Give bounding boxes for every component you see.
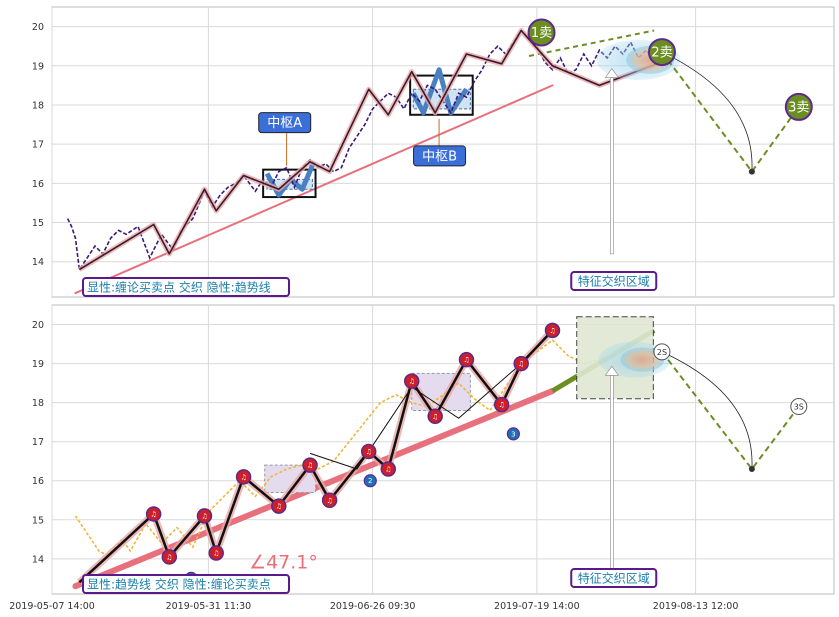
y-tick-label: 19 — [32, 359, 44, 370]
y-tick-label: 14 — [32, 257, 44, 268]
sell-point-marker — [653, 343, 671, 361]
zhongshu-b-stroke — [411, 67, 469, 116]
feature-region-core — [620, 347, 665, 372]
signal-marker — [235, 469, 252, 485]
legend-note-box — [82, 277, 290, 297]
zhongshu-label: 中枢A — [267, 116, 302, 131]
signal-marker-glyph: ♫ — [326, 497, 332, 505]
buy-point-label: 2 — [368, 477, 372, 485]
sell-point-label: 2S — [657, 348, 667, 357]
signal-marker-glyph: ♫ — [385, 466, 391, 474]
signal-marker-glyph: ♫ — [213, 549, 219, 557]
signal-marker-glyph: ♫ — [276, 503, 282, 511]
sell-point-label: 1卖 — [531, 26, 552, 41]
y-tick-label: 20 — [32, 320, 44, 331]
feature-label-box — [570, 271, 658, 291]
x-tick-label: 2019-07-19 14:00 — [494, 601, 580, 612]
buy-point-marker — [363, 474, 377, 488]
x-tick-label: 2019-05-07 14:00 — [9, 601, 95, 612]
signal-marker — [493, 396, 510, 413]
signal-marker — [380, 461, 397, 477]
feature-label: 特征交织区域 — [578, 274, 650, 289]
feature-pointer-head — [604, 365, 619, 376]
sell-point-label: 2卖 — [651, 46, 672, 61]
y-tick-label: 16 — [32, 476, 44, 487]
signal-marker — [302, 457, 318, 473]
signal-marker-glyph: ♫ — [366, 448, 372, 456]
feature-pointer-head — [604, 68, 619, 78]
y-tick-label: 15 — [32, 515, 44, 526]
projection-arc — [661, 351, 753, 470]
bottom-panel: 14151617181920♫♫♫♫♫♫♫♫♫♫♫♫♫♫♫♫2S3S123∠47… — [32, 304, 835, 595]
signal-marker-glyph: ♫ — [463, 356, 469, 364]
bi-series — [78, 29, 663, 271]
signal-marker-glyph: ♫ — [240, 473, 246, 481]
zhongshu-label-box — [258, 112, 312, 134]
feature-label: 特征交织区域 — [578, 571, 650, 586]
signal-marker-glyph: ♫ — [499, 401, 505, 409]
projection-pivot — [748, 466, 755, 473]
sell-point-marker — [647, 38, 676, 67]
signal-marker — [321, 492, 338, 509]
y-tick-label: 20 — [32, 22, 44, 33]
y-tick-label: 18 — [32, 398, 44, 409]
signal-marker — [427, 408, 443, 425]
signal-marker — [513, 355, 529, 372]
y-tick-label: 15 — [32, 218, 44, 229]
price-series — [74, 339, 662, 556]
x-axis: 2019-05-07 14:00 2019-05-31 11:30 2019-06-… — [9, 601, 738, 612]
x-tick-label: 2019-06-26 09:30 — [330, 601, 416, 612]
signal-marker — [544, 322, 561, 339]
signal-marker-glyph: ♫ — [432, 413, 438, 421]
legend-note-box — [82, 574, 290, 594]
sell-point-marker — [784, 92, 813, 121]
buy-point-marker — [506, 427, 520, 441]
signal-marker — [458, 351, 475, 368]
signal-marker — [360, 443, 377, 460]
zhongshu-label: 中枢B — [422, 149, 457, 164]
x-tick-label: 2019-08-13 12:00 — [653, 601, 739, 612]
trendline — [74, 84, 554, 295]
signal-marker-glyph: ♫ — [518, 360, 524, 368]
y-tick-label: 19 — [32, 61, 44, 72]
sell-point-label: 3S — [794, 403, 804, 412]
legend-note: 显性:趋势线 交织 隐性:缠论买卖点 — [87, 577, 271, 592]
projection-path — [661, 51, 800, 174]
signal-marker-glyph: ♫ — [307, 462, 313, 470]
y-tick-label: 16 — [32, 179, 44, 190]
price-series — [66, 29, 663, 272]
feature-label-box — [570, 568, 658, 588]
signal-marker — [196, 508, 213, 524]
signal-marker — [145, 506, 162, 522]
y-tick-label: 17 — [32, 437, 44, 448]
projection-pivot — [748, 168, 755, 175]
feature-pointer — [610, 374, 614, 587]
signal-marker — [403, 373, 420, 389]
angle-label: ∠47.1° — [249, 552, 318, 574]
zhongshu-label-box — [413, 145, 467, 167]
signal-marker-glyph: ♫ — [201, 512, 207, 520]
signal-marker-glyph: ♫ — [409, 378, 415, 386]
legend-note: 显性:缠论买卖点 交织 隐性:趋势线 — [87, 280, 271, 295]
feature-pointer — [610, 77, 614, 255]
signal-marker — [271, 498, 287, 514]
sell-point-marker — [790, 398, 808, 416]
buy-point-label: 3 — [511, 430, 515, 438]
projection-arc — [661, 51, 753, 172]
signal-marker-glyph: ♫ — [151, 510, 157, 518]
trendline-extension — [528, 29, 655, 57]
signal-marker — [208, 545, 224, 561]
sell-point-marker — [527, 18, 556, 47]
y-tick-label: 14 — [32, 554, 44, 565]
y-tick-label: 18 — [32, 100, 44, 111]
x-tick-label: 2019-05-31 11:30 — [166, 601, 252, 612]
signal-marker-glyph: ♫ — [549, 327, 555, 335]
signal-marker-glyph: ♫ — [166, 553, 172, 561]
y-tick-label: 17 — [32, 140, 44, 151]
signal-marker — [161, 549, 178, 565]
sell-point-label: 3卖 — [788, 100, 809, 115]
